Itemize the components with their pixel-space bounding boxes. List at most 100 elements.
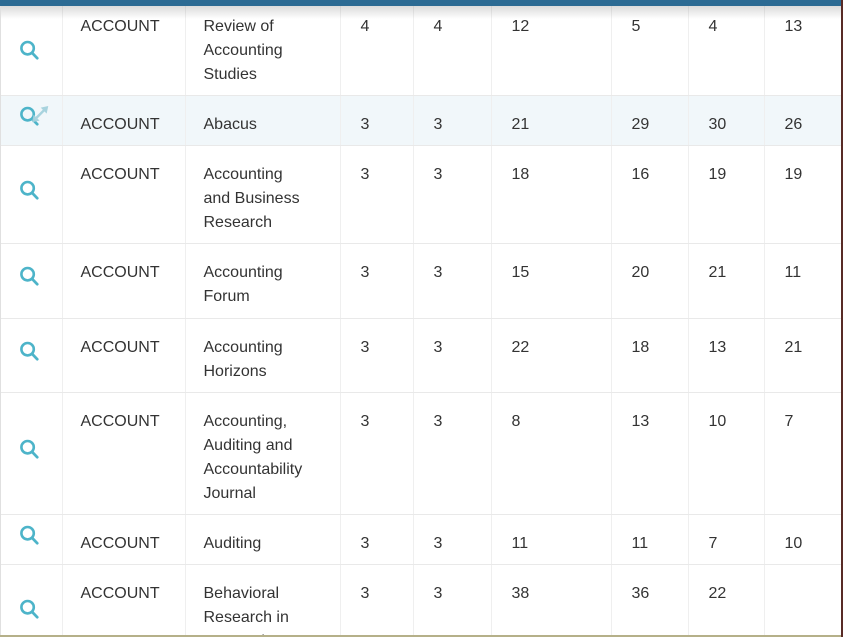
row-action-button[interactable] bbox=[18, 178, 44, 204]
journals-table: ACCOUNT Review of Accounting Studies 4 4… bbox=[0, 6, 843, 637]
metric-cell-1: 3 bbox=[340, 95, 414, 146]
category-cell: ACCOUNT bbox=[62, 95, 186, 146]
journal-name-cell: Accounting, Auditing and Accountability … bbox=[185, 392, 341, 515]
metric-cell-3: 38 bbox=[491, 564, 612, 637]
top-accent-bar bbox=[0, 0, 843, 6]
metric-cell-3: 15 bbox=[491, 243, 612, 319]
metric-cell-1: 4 bbox=[340, 6, 414, 96]
metric-cell-3: 21 bbox=[491, 95, 612, 146]
metric-cell-5: 13 bbox=[688, 318, 765, 393]
metric-cell-2: 3 bbox=[413, 95, 492, 146]
row-action-cell bbox=[0, 145, 63, 244]
metric-cell-2: 3 bbox=[413, 318, 492, 393]
row-action-cell bbox=[0, 6, 63, 96]
category-cell: ACCOUNT bbox=[62, 318, 186, 393]
metric-cell-6: 13 bbox=[764, 6, 843, 96]
search-icon[interactable] bbox=[18, 179, 42, 203]
metric-cell-5: 30 bbox=[688, 95, 765, 146]
metric-cell-1: 3 bbox=[340, 514, 414, 565]
metric-cell-5: 19 bbox=[688, 145, 765, 244]
metric-cell-4: 29 bbox=[611, 95, 689, 146]
metric-cell-1: 3 bbox=[340, 318, 414, 393]
metric-cell-4: 20 bbox=[611, 243, 689, 319]
table-row[interactable]: ACCOUNT Auditing 3 3 11 11 7 10 bbox=[0, 514, 843, 565]
metric-cell-5: 22 bbox=[688, 564, 765, 637]
window-left-border bbox=[0, 6, 1, 635]
metric-cell-2: 4 bbox=[413, 6, 492, 96]
metric-cell-4: 11 bbox=[611, 514, 689, 565]
window-bottom-border bbox=[0, 635, 843, 637]
metric-cell-4: 36 bbox=[611, 564, 689, 637]
journal-name-cell: Accounting Horizons bbox=[185, 318, 341, 393]
metric-cell-3: 8 bbox=[491, 392, 612, 515]
row-action-cell bbox=[0, 514, 63, 565]
metric-cell-3: 12 bbox=[491, 6, 612, 96]
metric-cell-2: 3 bbox=[413, 243, 492, 319]
row-action-cell bbox=[0, 564, 63, 637]
metric-cell-5: 10 bbox=[688, 392, 765, 515]
table-row[interactable]: ACCOUNT Review of Accounting Studies 4 4… bbox=[0, 6, 843, 96]
row-action-button[interactable] bbox=[18, 523, 44, 549]
search-icon[interactable] bbox=[18, 265, 42, 289]
metric-cell-3: 11 bbox=[491, 514, 612, 565]
search-icon[interactable] bbox=[18, 598, 42, 622]
metric-cell-1: 3 bbox=[340, 564, 414, 637]
search-icon[interactable] bbox=[18, 340, 42, 364]
search-icon[interactable] bbox=[18, 39, 42, 63]
metric-cell-6 bbox=[764, 564, 843, 637]
table-row[interactable]: ACCOUNT Accounting, Auditing and Account… bbox=[0, 392, 843, 515]
metric-cell-5: 7 bbox=[688, 514, 765, 565]
category-cell: ACCOUNT bbox=[62, 243, 186, 319]
metric-cell-4: 13 bbox=[611, 392, 689, 515]
journal-name-cell: Accounting and Business Research bbox=[185, 145, 341, 244]
metric-cell-6: 11 bbox=[764, 243, 843, 319]
table-row[interactable]: ACCOUNT Accounting and Business Research… bbox=[0, 145, 843, 244]
metric-cell-4: 5 bbox=[611, 6, 689, 96]
row-action-cell bbox=[0, 318, 63, 393]
category-cell: ACCOUNT bbox=[62, 145, 186, 244]
metric-cell-5: 4 bbox=[688, 6, 765, 96]
row-action-button[interactable] bbox=[18, 264, 44, 290]
journal-name-cell: Abacus bbox=[185, 95, 341, 146]
metric-cell-3: 18 bbox=[491, 145, 612, 244]
search-icon[interactable] bbox=[18, 524, 42, 548]
row-action-button[interactable] bbox=[18, 104, 49, 130]
journal-name-cell: Auditing bbox=[185, 514, 341, 565]
metric-cell-6: 10 bbox=[764, 514, 843, 565]
table-row[interactable]: ACCOUNT Abacus 3 3 21 29 30 26 bbox=[0, 95, 843, 146]
metric-cell-2: 3 bbox=[413, 392, 492, 515]
metric-cell-2: 3 bbox=[413, 145, 492, 244]
metric-cell-1: 3 bbox=[340, 392, 414, 515]
journal-name-cell: Accounting Forum bbox=[185, 243, 341, 319]
journal-name-cell: Behavioral Research in Accounting bbox=[185, 564, 341, 637]
metric-cell-1: 3 bbox=[340, 145, 414, 244]
metric-cell-2: 3 bbox=[413, 514, 492, 565]
row-action-cell bbox=[0, 95, 63, 146]
metric-cell-4: 16 bbox=[611, 145, 689, 244]
table-row[interactable]: ACCOUNT Accounting Horizons 3 3 22 18 13… bbox=[0, 318, 843, 393]
category-cell: ACCOUNT bbox=[62, 392, 186, 515]
metric-cell-6: 21 bbox=[764, 318, 843, 393]
metric-cell-6: 26 bbox=[764, 95, 843, 146]
window-right-border bbox=[841, 0, 843, 637]
row-action-cell bbox=[0, 392, 63, 515]
category-cell: ACCOUNT bbox=[62, 6, 186, 96]
metric-cell-2: 3 bbox=[413, 564, 492, 637]
metric-cell-5: 21 bbox=[688, 243, 765, 319]
category-cell: ACCOUNT bbox=[62, 564, 186, 637]
metric-cell-6: 19 bbox=[764, 145, 843, 244]
row-action-cell bbox=[0, 243, 63, 319]
category-cell: ACCOUNT bbox=[62, 514, 186, 565]
row-action-button[interactable] bbox=[18, 597, 44, 623]
metric-cell-3: 22 bbox=[491, 318, 612, 393]
metric-cell-1: 3 bbox=[340, 243, 414, 319]
table-row[interactable]: ACCOUNT Behavioral Research in Accountin… bbox=[0, 564, 843, 637]
metric-cell-6: 7 bbox=[764, 392, 843, 515]
row-action-button[interactable] bbox=[18, 437, 44, 463]
journal-name-cell: Review of Accounting Studies bbox=[185, 6, 341, 96]
row-action-button[interactable] bbox=[18, 339, 44, 365]
table-row[interactable]: ACCOUNT Accounting Forum 3 3 15 20 21 11 bbox=[0, 243, 843, 319]
search-icon[interactable] bbox=[18, 438, 42, 462]
row-action-button[interactable] bbox=[18, 38, 44, 64]
